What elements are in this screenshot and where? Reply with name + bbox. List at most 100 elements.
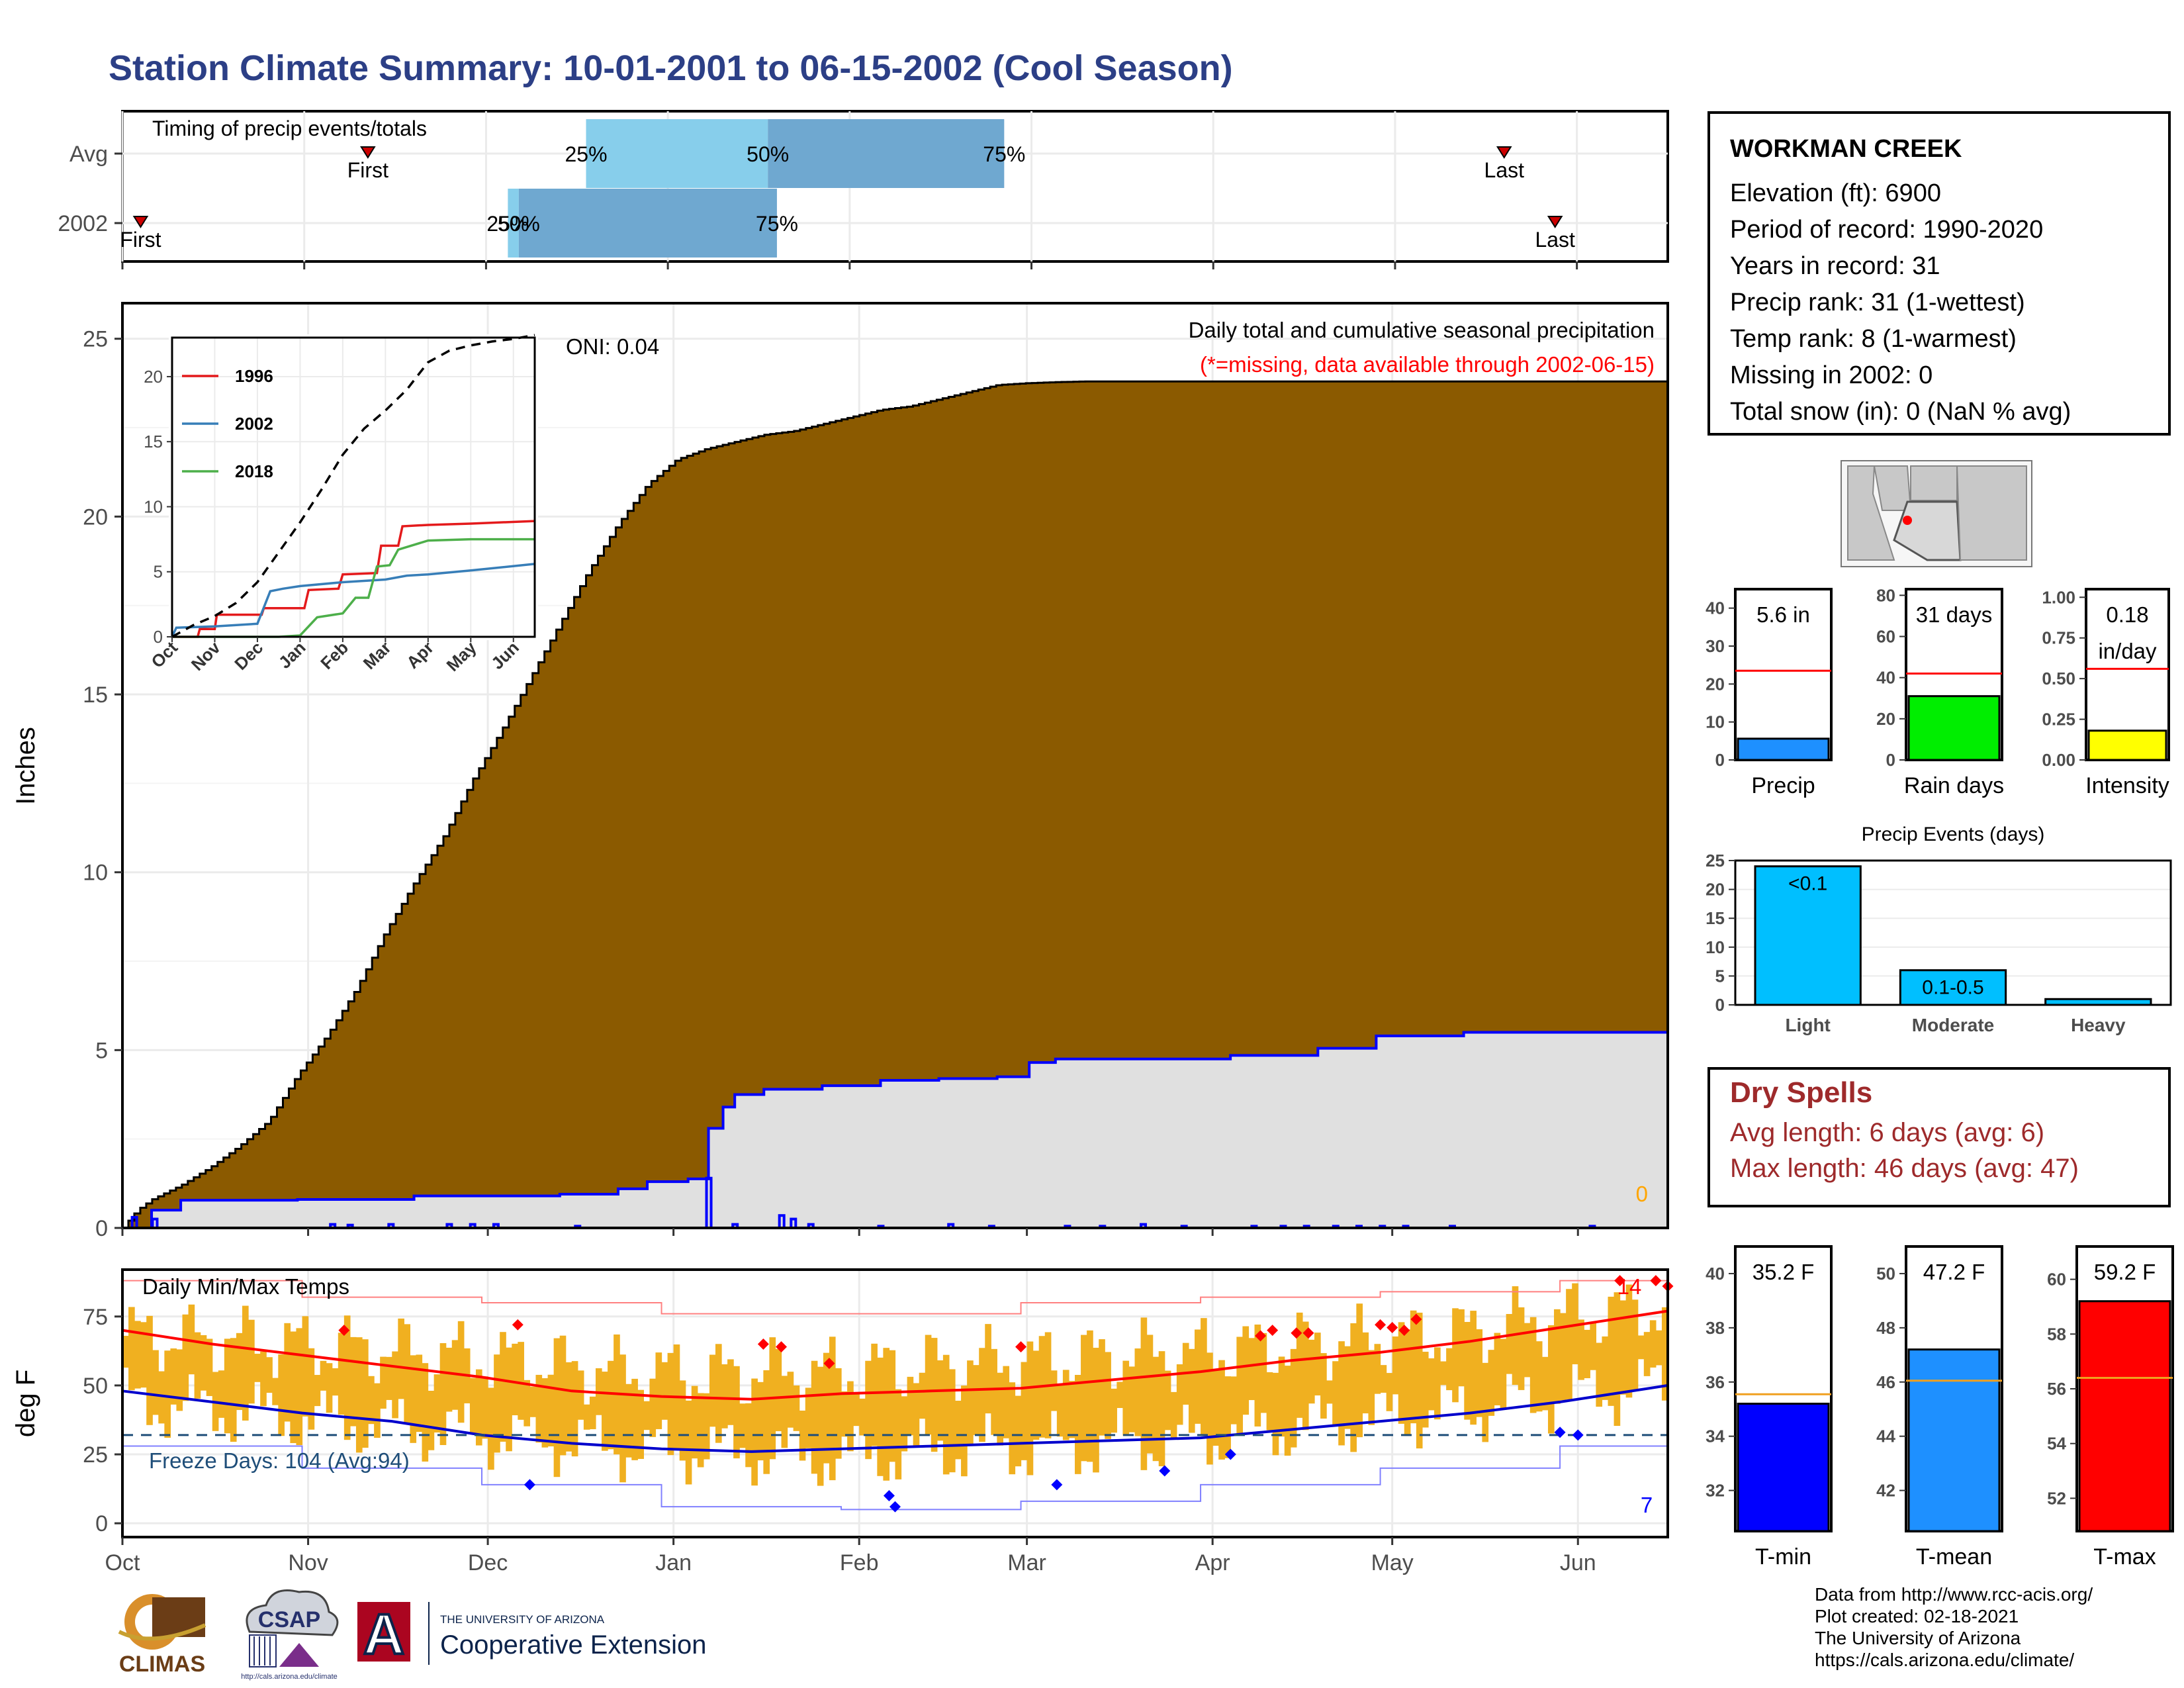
record-tmin-line bbox=[122, 1413, 1668, 1511]
temp-daily-bar bbox=[1146, 1335, 1154, 1454]
temp-daily-bar bbox=[404, 1324, 411, 1425]
events-category-label: Heavy bbox=[2071, 1015, 2126, 1035]
temp-daily-bar bbox=[1500, 1338, 1507, 1410]
temp-daily-bar bbox=[469, 1378, 477, 1434]
temp-daily-bar bbox=[284, 1323, 291, 1422]
timing-q25-label: 25% bbox=[565, 142, 607, 166]
university-logo: A THE UNIVERSITY OF ARIZONA Cooperative … bbox=[357, 1601, 706, 1667]
temp-daily-bar bbox=[625, 1383, 632, 1458]
temp-summary-bar bbox=[1737, 1403, 1830, 1532]
temp-daily-bar bbox=[1111, 1388, 1117, 1433]
inset-series-2002 bbox=[171, 563, 535, 637]
events-y-tick-label: 10 bbox=[1706, 937, 1725, 957]
precip-y-tick-label: 20 bbox=[83, 504, 108, 530]
temp-daily-bar bbox=[1655, 1330, 1662, 1366]
temp-daily-bar bbox=[1266, 1372, 1273, 1430]
month-tick-label: Oct bbox=[105, 1550, 140, 1575]
temp-daily-bar bbox=[1032, 1350, 1040, 1440]
temp-daily-bar bbox=[649, 1378, 657, 1437]
temp-daily-bar bbox=[703, 1393, 710, 1460]
temp-summary-category-label: T-min bbox=[1755, 1544, 1811, 1570]
temp-daily-bar bbox=[775, 1348, 782, 1432]
temp-daily-bar bbox=[583, 1404, 590, 1430]
month-tick-label: Mar bbox=[1007, 1550, 1046, 1575]
temp-daily-bar bbox=[410, 1355, 417, 1443]
min-record-point bbox=[883, 1490, 895, 1502]
temp-daily-bar bbox=[488, 1387, 494, 1470]
max-record-point bbox=[1375, 1319, 1387, 1331]
temp-daily-bar bbox=[1464, 1322, 1471, 1420]
temp-daily-bar bbox=[1643, 1332, 1651, 1376]
temp-summary-value-label: 35.2 F bbox=[1752, 1260, 1815, 1284]
cumulative-average-area bbox=[122, 381, 1668, 1228]
temp-daily-bar bbox=[1524, 1323, 1531, 1378]
precip-summary-y-tick-label: 40 bbox=[1876, 668, 1895, 688]
temp-daily-bar bbox=[1224, 1376, 1231, 1458]
map-state-ca bbox=[1847, 465, 1895, 561]
temp-daily-bar bbox=[715, 1344, 722, 1443]
timing-q75-label: 75% bbox=[983, 142, 1025, 166]
temp-daily-bar bbox=[805, 1387, 812, 1448]
station-line: Period of record: 1990-2020 bbox=[1730, 216, 2044, 244]
record-tmax-line bbox=[122, 1280, 1668, 1315]
precip-y-tick-label: 0 bbox=[95, 1216, 108, 1241]
temp-daily-bar bbox=[931, 1338, 938, 1452]
climas-logo: CLIMAS bbox=[118, 1594, 206, 1677]
temp-summary-y-tick-label: 42 bbox=[1876, 1481, 1895, 1501]
station-line: Missing in 2002: 0 bbox=[1730, 361, 1933, 389]
inset-legend-label: 1996 bbox=[235, 366, 273, 386]
temp-daily-bar bbox=[1356, 1303, 1363, 1438]
temp-daily-bar bbox=[547, 1374, 555, 1447]
temp-daily-bar bbox=[991, 1348, 997, 1435]
temp-daily-bar bbox=[1529, 1317, 1537, 1413]
inset-background bbox=[169, 334, 538, 640]
min-record-point bbox=[1051, 1479, 1063, 1491]
timing-q75-label: 75% bbox=[756, 212, 798, 236]
temp-daily-bar bbox=[1134, 1348, 1142, 1436]
temp-daily-bar bbox=[1308, 1339, 1315, 1404]
timing-title: Timing of precip events/totals bbox=[152, 117, 427, 140]
temp-daily-bar bbox=[1062, 1370, 1069, 1440]
temp-daily-bar bbox=[266, 1357, 273, 1393]
events-bar-moderate bbox=[1899, 969, 2007, 1006]
temp-daily-bar bbox=[326, 1363, 333, 1413]
credit-line: Data from http://www.rcc-acis.org/ bbox=[1815, 1584, 2093, 1605]
temp-daily-bar bbox=[1188, 1348, 1195, 1433]
precip-summary-y-tick-label: 0 bbox=[1886, 750, 1895, 770]
temp-daily-bar bbox=[1578, 1319, 1584, 1380]
temp-daily-bar bbox=[853, 1393, 860, 1427]
timing-q50-label: 50% bbox=[498, 212, 540, 236]
min-records-count: 7 bbox=[1641, 1493, 1653, 1517]
temp-summary-y-tick-label: 60 bbox=[2047, 1270, 2066, 1289]
temp-summary-y-tick-label: 56 bbox=[2047, 1379, 2066, 1399]
temp-daily-bar bbox=[709, 1354, 716, 1427]
temp-daily-bar bbox=[655, 1352, 662, 1429]
precip-y-tick-label: 10 bbox=[83, 861, 108, 886]
temp-daily-bar bbox=[224, 1338, 231, 1434]
csap-url: http://cals.arizona.edu/climate bbox=[241, 1673, 338, 1681]
cumulative-average-line bbox=[122, 380, 1668, 1229]
temp-daily-bar bbox=[961, 1385, 968, 1477]
temp-summary-y-tick-label: 54 bbox=[2047, 1434, 2066, 1454]
temp-daily-bar bbox=[260, 1351, 267, 1407]
temp-daily-bar bbox=[907, 1376, 914, 1436]
temp-daily-bar bbox=[1625, 1284, 1633, 1398]
timing-row-label: 2002 bbox=[58, 211, 108, 236]
temp-daily-bar bbox=[362, 1339, 369, 1448]
temp-daily-bar bbox=[1206, 1352, 1213, 1465]
temp-daily-bar bbox=[817, 1366, 824, 1486]
temp-daily-bar bbox=[781, 1376, 788, 1448]
temp-daily-bar bbox=[901, 1396, 908, 1452]
month-tick-label: Apr bbox=[1195, 1550, 1230, 1575]
temp-daily-bar bbox=[1614, 1292, 1621, 1427]
temp-daily-bar bbox=[1314, 1333, 1321, 1396]
temp-daily-bar bbox=[948, 1369, 956, 1473]
inset-legend-label: 2018 bbox=[235, 461, 273, 481]
temp-daily-bar bbox=[1284, 1366, 1291, 1456]
temp-daily-bar bbox=[152, 1350, 159, 1415]
temp-daily-bar bbox=[877, 1357, 884, 1476]
temp-daily-bar bbox=[1056, 1383, 1064, 1437]
precip-summary-frame bbox=[1734, 588, 1833, 761]
temp-daily-bar bbox=[1230, 1376, 1237, 1425]
temp-daily-bar bbox=[739, 1403, 746, 1448]
